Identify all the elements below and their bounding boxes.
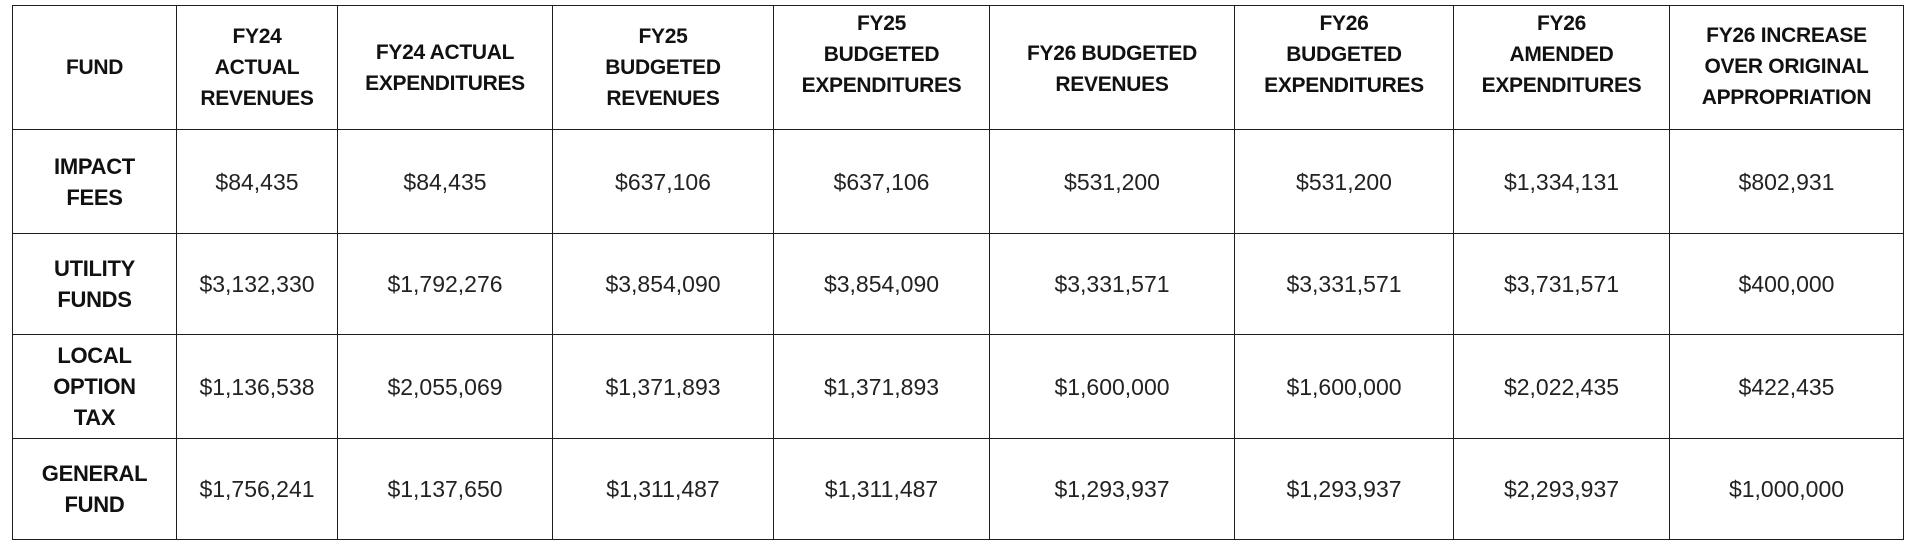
header-line: FY26 BUDGETED [1027,42,1197,65]
fund-name-line: TAX [73,405,116,430]
value-cell: $400,000 [1669,233,1904,335]
header-line: EXPENDITURES [1264,74,1424,97]
value-cell: $3,331,571 [989,233,1235,335]
value-cell: $531,200 [989,129,1235,234]
header-fy24-actual-expenditures: FY24 ACTUAL EXPENDITURES [337,5,553,130]
value-cell: $637,106 [552,129,774,234]
header-fy26-amended-expenditures: FY26 AMENDED EXPENDITURES [1453,5,1670,130]
header-fy25-budgeted-revenues: FY25 BUDGETED REVENUES [552,5,774,130]
header-line: FY26 INCREASE [1706,24,1867,47]
fund-name-line: FEES [66,184,123,210]
header-line: EXPENDITURES [801,74,962,97]
header-row: FUND FY24 ACTUAL REVENUES FY24 ACTUAL EX… [12,5,1904,130]
value-cell: $1,000,000 [1669,438,1904,540]
header-line: BUDGETED [605,56,721,79]
table-row-utility-funds: UTILITY FUNDS $3,132,330 $1,792,276 $3,8… [12,233,1904,335]
value-cell: $1,792,276 [337,233,553,335]
header-line: EXPENDITURES [1481,74,1642,97]
value-cell: $1,293,937 [989,438,1235,540]
budget-table: FUND FY24 ACTUAL REVENUES FY24 ACTUAL EX… [12,5,1904,540]
header-line: FY24 [232,25,282,48]
header-line: FY25 [638,25,688,48]
fund-name-cell: GENERAL FUND [12,438,177,540]
value-cell: $3,731,571 [1453,233,1670,335]
value-cell: $1,311,487 [773,438,990,540]
value-cell: $1,371,893 [773,334,990,439]
value-cell: $3,331,571 [1234,233,1454,335]
fund-name-line: IMPACT [54,153,135,179]
header-fy26-budgeted-expenditures: FY26 BUDGETED EXPENDITURES [1234,5,1454,130]
value-cell: $637,106 [773,129,990,234]
fund-name-line: OPTION [53,374,136,399]
header-fy26-increase-over-original-appropriation: FY26 INCREASE OVER ORIGINAL APPROPRIATIO… [1669,5,1904,130]
value-cell: $531,200 [1234,129,1454,234]
header-line: BUDGETED [1286,43,1402,66]
value-cell: $1,371,893 [552,334,774,439]
header-line: BUDGETED [823,43,940,66]
header-line: REVENUES [200,87,314,110]
header-line: APPROPRIATION [1701,86,1872,109]
value-cell: $1,293,937 [1234,438,1454,540]
fund-name-cell: LOCAL OPTION TAX [12,334,177,439]
header-line: EXPENDITURES [365,71,525,95]
header-line: FY25 [857,12,906,35]
value-cell: $2,055,069 [337,334,553,439]
header-line: REVENUES [606,87,720,110]
value-cell: $3,854,090 [552,233,774,335]
fund-name-line: FUNDS [57,287,132,312]
value-cell: $1,311,487 [552,438,774,540]
value-cell: $1,136,538 [176,334,338,439]
header-line: FY26 [1537,12,1586,35]
value-cell: $802,931 [1669,129,1904,234]
header-line: OVER ORIGINAL [1704,55,1869,78]
value-cell: $1,137,650 [337,438,553,540]
fund-name-cell: IMPACT FEES [12,129,177,234]
value-cell: $84,435 [337,129,553,234]
header-fy25-budgeted-expenditures: FY25 BUDGETED EXPENDITURES [773,5,990,130]
value-cell: $1,756,241 [176,438,338,540]
header-line: ACTUAL [214,56,300,79]
header-fy26-budgeted-revenues: FY26 BUDGETED REVENUES [989,5,1235,130]
fund-name-cell: UTILITY FUNDS [12,233,177,335]
value-cell: $2,293,937 [1453,438,1670,540]
value-cell: $1,334,131 [1453,129,1670,234]
table-row-general-fund: GENERAL FUND $1,756,241 $1,137,650 $1,31… [12,438,1904,540]
fund-name-line: FUND [64,492,125,517]
value-cell: $1,600,000 [989,334,1235,439]
header-line: AMENDED [1509,43,1614,66]
value-cell: $1,600,000 [1234,334,1454,439]
header-line: FUND [65,56,124,79]
fund-name-line: GENERAL [41,461,148,486]
fund-name-line: UTILITY [53,256,135,281]
value-cell: $84,435 [176,129,338,234]
table-row-impact-fees: IMPACT FEES $84,435 $84,435 $637,106 $63… [12,129,1904,234]
fund-name-line: LOCAL [57,343,132,368]
header-line: REVENUES [1055,73,1169,96]
header-fy24-actual-revenues: FY24 ACTUAL REVENUES [176,5,338,130]
value-cell: $2,022,435 [1453,334,1670,439]
table-row-local-option-tax: LOCAL OPTION TAX $1,136,538 $2,055,069 $… [12,334,1904,439]
value-cell: $3,854,090 [773,233,990,335]
header-fund: FUND [12,5,177,130]
header-line: FY24 ACTUAL [375,40,515,64]
value-cell: $422,435 [1669,334,1904,439]
value-cell: $3,132,330 [176,233,338,335]
header-line: FY26 [1319,12,1369,35]
